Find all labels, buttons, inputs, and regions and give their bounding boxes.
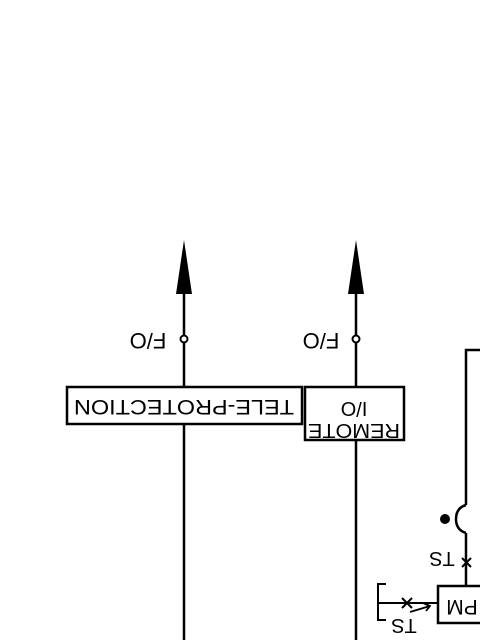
- right-branch-wire: [464, 348, 480, 505]
- ts-label-upper: TS: [429, 547, 455, 569]
- teleprotection-label: TELE-PROTECTION: [74, 395, 294, 418]
- ts-arrow-icon: [409, 602, 432, 613]
- fiber-connector-left: [179, 334, 189, 344]
- fo-label-right: F/O: [303, 328, 340, 353]
- teleprotection-box: [65, 385, 304, 426]
- fo-label-left: F/O: [130, 328, 167, 353]
- test-switch-x-lower: [401, 597, 413, 609]
- remote-io-label-line1: REMOTE: [308, 419, 400, 441]
- teleprotection-arrow-icon: [176, 240, 192, 294]
- pm-label: PM: [446, 595, 478, 618]
- ts-label-lower: TS: [391, 614, 417, 636]
- branch-connector-arc: [454, 503, 467, 535]
- fiber-connector-right: [351, 334, 361, 344]
- terminal-dot: [440, 514, 450, 524]
- power-meter-box: [436, 584, 480, 625]
- remote-io-arrow-icon: [348, 240, 364, 294]
- remote-io-box: [303, 385, 406, 442]
- remote-io-label-line2: I/O: [341, 397, 368, 419]
- test-switch-x-upper: [461, 557, 472, 568]
